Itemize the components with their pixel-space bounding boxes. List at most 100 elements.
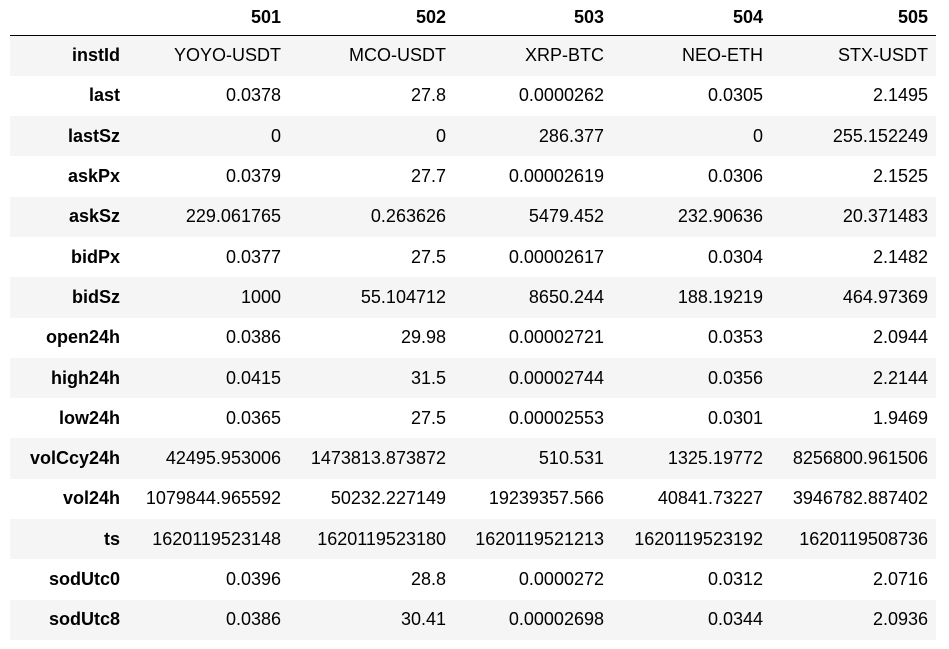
row-label: instId — [72, 45, 120, 66]
row-label: bidPx — [70, 246, 120, 267]
table-cell: 27.8 — [410, 85, 446, 106]
table-cell: 0.00002619 — [508, 166, 604, 187]
table-cell: YOYO-USDT — [173, 45, 281, 66]
table-cell: 0.0377 — [225, 246, 281, 267]
table-cell: 40841.73227 — [657, 488, 763, 509]
column-header: 502 — [289, 0, 454, 36]
table-cell: 27.7 — [410, 166, 446, 187]
table-cell: 50232.227149 — [330, 488, 446, 509]
column-header: 503 — [454, 0, 612, 36]
table-cell: 1325.19772 — [667, 448, 763, 469]
table-cell: 0.0000272 — [518, 569, 604, 589]
table-cell: 286.377 — [538, 125, 604, 146]
row-label: askPx — [67, 166, 120, 187]
table-cell: 232.90636 — [677, 206, 763, 227]
row-label: last — [88, 85, 120, 106]
table-cell: 0.00002553 — [508, 407, 604, 428]
table-cell: 255.152249 — [832, 125, 928, 146]
column-header: 504 — [612, 0, 771, 36]
row-label: vol24h — [62, 488, 120, 509]
table-cell: 0.0356 — [707, 367, 763, 388]
table-cell: 0.0378 — [225, 85, 281, 106]
table-cell: 3946782.887402 — [792, 488, 928, 509]
table-cell: 0.00002698 — [508, 609, 604, 630]
table-cell: 2.1495 — [872, 85, 928, 106]
row-label: ts — [103, 528, 120, 549]
table-cell: 1079844.965592 — [145, 488, 281, 509]
row-label: volCcy24h — [29, 448, 120, 469]
table-cell: 1473813.873872 — [310, 448, 446, 469]
table-cell: 55.104712 — [360, 286, 446, 307]
table-cell: 188.19219 — [677, 286, 763, 307]
dataframe-table: 501 502 503 504 505 instId YOYO-USDT MCO… — [10, 0, 936, 640]
table-cell: STX-USDT — [838, 45, 928, 66]
table-cell: 1620119523192 — [634, 528, 763, 549]
table-cell: 1620119523180 — [317, 528, 446, 549]
table-cell: 510.531 — [538, 448, 604, 469]
column-header: 505 — [771, 0, 936, 36]
table-cell: 0.00002617 — [508, 246, 604, 267]
column-header: 501 — [128, 0, 289, 36]
table-cell: 30.41 — [400, 609, 446, 630]
row-label: high24h — [50, 367, 120, 388]
row-label: open24h — [45, 327, 120, 348]
table-cell: 0.0396 — [225, 569, 281, 589]
table-cell: 2.0944 — [872, 327, 928, 348]
table-cell: 2.2144 — [872, 367, 928, 388]
table-cell: 8650.244 — [528, 286, 604, 307]
table-cell: 5479.452 — [528, 206, 604, 227]
table-cell: 1.9469 — [872, 407, 928, 428]
table-row: volCcy24h 42495.953006 1473813.873872 51… — [10, 438, 936, 479]
table-cell: 19239357.566 — [488, 488, 604, 509]
table-cell: 1620119523148 — [152, 528, 281, 549]
table-row: sodUtc8 0.0386 30.41 0.00002698 0.0344 2… — [10, 599, 936, 640]
table-cell: 2.1482 — [872, 246, 928, 267]
table-cell: XRP-BTC — [524, 45, 604, 66]
table-body: instId YOYO-USDT MCO-USDT XRP-BTC NEO-ET… — [10, 35, 936, 640]
table-cell: 1620119508736 — [799, 528, 928, 549]
table-cell: NEO-ETH — [682, 45, 763, 66]
table-cell: 29.98 — [400, 327, 446, 348]
table-row: vol24h 1079844.965592 50232.227149 19239… — [10, 478, 936, 520]
table-cell: 0 — [752, 125, 763, 146]
table-row: bidSz 1000 55.104712 8650.244 188.19219 … — [10, 277, 936, 318]
table-cell: 464.97369 — [842, 286, 928, 307]
table-cell: 8256800.961506 — [792, 448, 928, 469]
table-cell: 0.0306 — [707, 166, 763, 187]
table-row: high24h 0.0415 31.5 0.00002744 0.0356 2.… — [10, 357, 936, 399]
table-cell: 0.0301 — [707, 407, 763, 428]
table-cell: 0.0365 — [225, 407, 281, 428]
table-cell: 0.0344 — [707, 609, 763, 630]
table-row: sodUtc0 0.0396 28.8 0.0000272 0.0312 2.0… — [10, 559, 936, 600]
table-cell: 42495.953006 — [165, 448, 281, 469]
row-label: low24h — [58, 407, 120, 428]
row-label: askSz — [68, 206, 120, 227]
table-cell: 28.8 — [410, 569, 446, 589]
table-cell: 2.0936 — [872, 609, 928, 630]
table-cell: 0.263626 — [370, 206, 446, 227]
table-cell: 27.5 — [410, 246, 446, 267]
row-label: sodUtc8 — [48, 609, 120, 630]
table-row: askPx 0.0379 27.7 0.00002619 0.0306 2.15… — [10, 156, 936, 197]
table-row: askSz 229.061765 0.263626 5479.452 232.9… — [10, 196, 936, 237]
table-cell: 0 — [435, 125, 446, 146]
table-cell: 20.371483 — [842, 206, 928, 227]
table-row: instId YOYO-USDT MCO-USDT XRP-BTC NEO-ET… — [10, 35, 936, 76]
table-cell: 1000 — [240, 286, 281, 307]
table-cell: 31.5 — [410, 367, 446, 388]
index-header-corner — [10, 0, 128, 36]
table-cell: 2.1525 — [872, 166, 928, 187]
table-row: bidPx 0.0377 27.5 0.00002617 0.0304 2.14… — [10, 236, 936, 278]
table-row: ts 1620119523148 1620119523180 162011952… — [10, 519, 936, 560]
table-cell: 0.0386 — [225, 327, 281, 348]
table-cell: 1620119521213 — [475, 528, 604, 549]
table-cell: 0.0386 — [225, 609, 281, 630]
table-cell: 229.061765 — [185, 206, 281, 227]
table-cell: 0.0353 — [707, 327, 763, 348]
row-label: lastSz — [67, 125, 120, 146]
table-cell: 0.0312 — [707, 569, 763, 589]
table-cell: 0.00002721 — [508, 327, 604, 348]
row-label: bidSz — [72, 286, 120, 307]
table-row: open24h 0.0386 29.98 0.00002721 0.0353 2… — [10, 317, 936, 358]
